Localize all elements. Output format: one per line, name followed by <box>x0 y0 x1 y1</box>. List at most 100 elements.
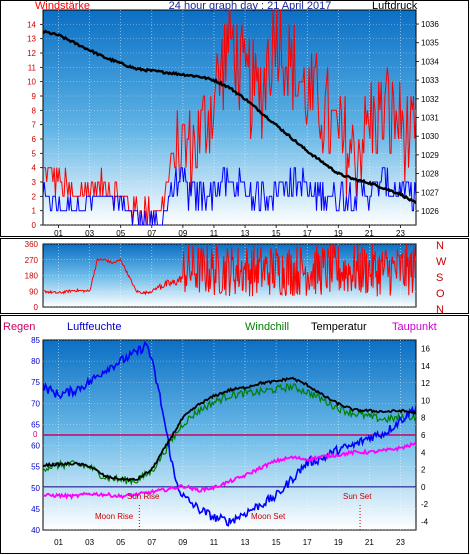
x-tick-label: 15 <box>272 538 281 547</box>
y-tick-label-left: 3 <box>32 178 37 187</box>
y-tick-label-right: 12 <box>421 379 430 388</box>
y-tick-label-left: 4 <box>32 164 37 173</box>
x-tick-label: 19 <box>334 538 343 547</box>
x-tick-label: 21 <box>365 538 374 547</box>
x-tick-label: 03 <box>85 538 94 547</box>
y-tick-label-left: 60 <box>31 442 40 451</box>
y-tick-label-left: 45 <box>31 505 40 514</box>
y-tick-label: 180 <box>25 272 39 281</box>
y-tick-label-left: 55 <box>31 463 40 472</box>
y-tick-label-right: 8 <box>421 414 426 423</box>
x-tick-label: 01 <box>54 538 63 547</box>
x-tick-label: 09 <box>178 229 187 238</box>
legend-taupunkt: Taupunkt <box>392 321 437 333</box>
legend-regen: Regen <box>3 321 35 333</box>
y-tick-label-left: 11 <box>28 63 37 72</box>
wind-series-line <box>43 167 416 225</box>
temperature-series-line <box>43 376 416 483</box>
x-tick-label: 17 <box>303 229 312 238</box>
sun-rise-label: Sun Rise <box>127 492 160 501</box>
y-tick-label-right: -2 <box>421 500 429 509</box>
rain-zero-label: 0 <box>33 430 38 439</box>
top-right-label: Luftdruck <box>372 0 418 12</box>
x-tick-label: 07 <box>147 538 156 547</box>
top-left-label: Windstärke <box>35 0 90 12</box>
y-tick-label-right: 1028 <box>421 170 439 179</box>
y-tick-label: 360 <box>25 240 39 249</box>
y-tick-label-left: 7 <box>32 121 37 130</box>
y-tick-label-left: 5 <box>32 149 37 158</box>
x-tick-label: 05 <box>116 229 125 238</box>
x-tick-label: 21 <box>365 229 374 238</box>
y-tick-label-right: 1027 <box>421 188 439 197</box>
y-tick-label: 90 <box>29 287 38 296</box>
x-tick-label: 23 <box>396 538 405 547</box>
y-tick-label-right: 6 <box>421 431 426 440</box>
y-tick-label-right: 1030 <box>421 132 439 141</box>
moon-rise-label: Moon Rise <box>95 512 134 521</box>
top-plot-area <box>42 9 417 226</box>
x-tick-label: 13 <box>241 538 250 547</box>
x-tick-label: 01 <box>54 229 63 238</box>
y-tick-label-left: 12 <box>27 49 36 58</box>
dewpoint-series-line <box>43 441 416 501</box>
windchill-series-line <box>43 382 416 487</box>
y-tick-label-left: 8 <box>32 106 37 115</box>
y-tick-label-left: 9 <box>32 92 37 101</box>
x-tick-label: 19 <box>334 229 343 238</box>
legend-temperatur: Temperatur <box>311 321 367 333</box>
x-tick-label: 23 <box>396 229 405 238</box>
compass-label: N <box>436 304 444 316</box>
x-tick-label: 09 <box>178 538 187 547</box>
compass-label: S <box>436 272 443 284</box>
y-tick-label-right: 1029 <box>421 151 439 160</box>
y-tick-label-right: 1033 <box>421 76 439 85</box>
x-tick-label: 13 <box>241 229 250 238</box>
y-tick-label-right: 1032 <box>421 95 439 104</box>
y-tick-label-right: 14 <box>421 362 430 371</box>
y-tick-label-left: 0 <box>32 221 37 230</box>
wind-direction-line <box>43 244 416 297</box>
y-tick-label-left: 70 <box>31 399 40 408</box>
y-tick-label-left: 75 <box>31 378 40 387</box>
chart-title: 24 hour graph day : 21 April 2017 <box>169 0 332 12</box>
y-tick-label-right: -4 <box>421 517 429 526</box>
y-tick-label-left: 13 <box>27 35 36 44</box>
x-tick-label: 15 <box>272 229 281 238</box>
y-tick-label-left: 50 <box>31 484 40 493</box>
compass-label: O <box>436 288 445 300</box>
humidity-series-line <box>43 340 416 527</box>
y-tick-label-left: 40 <box>31 526 40 535</box>
y-tick-label: 0 <box>34 303 39 312</box>
compass-label: W <box>436 256 447 268</box>
compass-labels: N W S O N <box>436 240 447 316</box>
y-tick-label-left: 6 <box>32 135 37 144</box>
sun-set-label: Sun Set <box>343 492 372 501</box>
y-tick-label-right: 0 <box>421 483 426 492</box>
y-tick-label-left: 2 <box>32 192 37 201</box>
x-tick-label: 03 <box>85 229 94 238</box>
gust-series-line <box>43 10 416 225</box>
x-tick-label: 07 <box>147 229 156 238</box>
moon-set-label: Moon Set <box>251 512 286 521</box>
x-tick-label: 17 <box>303 538 312 547</box>
pressure-series-line <box>43 29 416 205</box>
y-tick-label-left: 65 <box>31 420 40 429</box>
legend-windchill: Windchill <box>245 321 289 333</box>
y-tick-label-left: 85 <box>31 336 40 345</box>
y-tick-label-right: 4 <box>421 448 426 457</box>
y-tick-label-left: 10 <box>27 78 36 87</box>
x-tick-label: 11 <box>210 229 219 238</box>
y-tick-label-right: 1031 <box>421 114 439 123</box>
y-tick-label-right: 2 <box>421 466 426 475</box>
y-tick-label-right: 1034 <box>421 57 439 66</box>
y-tick-label-right: 16 <box>421 345 430 354</box>
y-tick-label-right: 1036 <box>421 20 439 29</box>
y-tick-label-right: 10 <box>421 396 430 405</box>
compass-label: N <box>436 240 444 252</box>
x-tick-label: 05 <box>116 538 125 547</box>
legend-luftfeuchte: Luftfeuchte <box>67 321 121 333</box>
y-tick-label-left: 80 <box>31 357 40 366</box>
